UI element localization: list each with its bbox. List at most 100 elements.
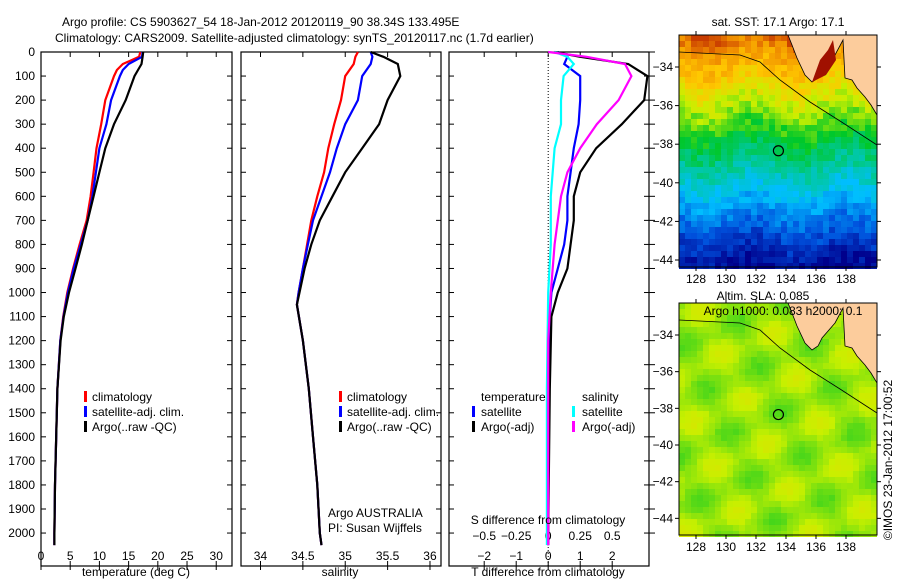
- map-cell: [841, 525, 847, 531]
- y-tick-label: 300: [15, 117, 35, 131]
- map-cell: [787, 203, 793, 209]
- y-tick-label: 100: [15, 69, 35, 83]
- map-cell: [859, 131, 865, 137]
- map-cell: [847, 113, 853, 119]
- map-cell: [793, 387, 799, 393]
- map-cell: [799, 137, 805, 143]
- map-cell: [799, 339, 805, 345]
- x-tick-label: 2: [609, 549, 616, 563]
- map-cell: [799, 393, 805, 399]
- map-cell: [847, 119, 853, 125]
- map-cell: [769, 309, 775, 315]
- map-cell: [817, 101, 823, 107]
- map-cell: [805, 173, 811, 179]
- map-cell: [775, 131, 781, 137]
- map-cell: [817, 245, 823, 251]
- map-cell: [715, 83, 721, 89]
- map-cell: [811, 245, 817, 251]
- map-cell: [805, 263, 811, 269]
- map-cell: [751, 59, 757, 65]
- map-cell: [697, 387, 703, 393]
- map-cell: [775, 471, 781, 477]
- map-cell: [679, 495, 685, 501]
- map-cell: [721, 423, 727, 429]
- map-cell: [823, 125, 829, 131]
- map-cell: [853, 179, 859, 185]
- map-cell: [817, 369, 823, 375]
- map-cell: [733, 83, 739, 89]
- map-cell: [739, 119, 745, 125]
- map-cell: [715, 303, 721, 309]
- map-cell: [787, 59, 793, 65]
- map-cell: [859, 387, 865, 393]
- map-cell: [841, 257, 847, 263]
- map-cell: [709, 179, 715, 185]
- map-cell: [757, 209, 763, 215]
- map-cell: [727, 179, 733, 185]
- map-cell: [763, 173, 769, 179]
- map-cell: [817, 155, 823, 161]
- map-cell: [715, 197, 721, 203]
- map-cell: [691, 435, 697, 441]
- map-cell: [757, 375, 763, 381]
- map-cell: [829, 71, 835, 77]
- map-cell: [859, 173, 865, 179]
- map-cell: [703, 143, 709, 149]
- map-cell: [745, 423, 751, 429]
- map-cell: [811, 387, 817, 393]
- map-cell: [847, 227, 853, 233]
- map-cell: [751, 125, 757, 131]
- map-cell: [823, 483, 829, 489]
- map-cell: [853, 107, 859, 113]
- map-cell: [691, 501, 697, 507]
- map-cell: [769, 513, 775, 519]
- map-cell: [703, 321, 709, 327]
- map-cell: [745, 131, 751, 137]
- map-cell: [721, 483, 727, 489]
- map-cell: [859, 375, 865, 381]
- map-cell: [769, 477, 775, 483]
- map-cell: [751, 309, 757, 315]
- map-cell: [733, 143, 739, 149]
- lon-tick-label: 136: [806, 272, 826, 286]
- map-cell: [841, 489, 847, 495]
- map-cell: [871, 459, 877, 465]
- map-cell: [835, 495, 841, 501]
- map-cell: [751, 41, 757, 47]
- map-cell: [709, 339, 715, 345]
- map-cell: [715, 363, 721, 369]
- map-cell: [727, 477, 733, 483]
- map-cell: [757, 77, 763, 83]
- map-cell: [691, 363, 697, 369]
- map-cell: [763, 59, 769, 65]
- map-cell: [745, 333, 751, 339]
- map-cell: [859, 191, 865, 197]
- map-cell: [817, 441, 823, 447]
- map-cell: [823, 375, 829, 381]
- map-cell: [775, 327, 781, 333]
- map-cell: [823, 233, 829, 239]
- map-cell: [757, 417, 763, 423]
- map-cell: [841, 263, 847, 269]
- map-cell: [787, 161, 793, 167]
- map-cell: [793, 65, 799, 71]
- map-cell: [733, 245, 739, 251]
- map-cell: [685, 221, 691, 227]
- map-cell: [685, 501, 691, 507]
- map-cell: [757, 447, 763, 453]
- map-cell: [847, 513, 853, 519]
- map-cell: [697, 173, 703, 179]
- map-cell: [793, 191, 799, 197]
- map-cell: [697, 221, 703, 227]
- map-cell: [865, 233, 871, 239]
- map-cell: [805, 531, 811, 537]
- map-cell: [835, 507, 841, 513]
- map-cell: [775, 345, 781, 351]
- lat-tick-label: −40: [653, 176, 674, 190]
- map-cell: [727, 417, 733, 423]
- map-cell: [715, 333, 721, 339]
- map-cell: [757, 185, 763, 191]
- map-cell: [823, 453, 829, 459]
- map-cell: [745, 89, 751, 95]
- map-cell: [823, 333, 829, 339]
